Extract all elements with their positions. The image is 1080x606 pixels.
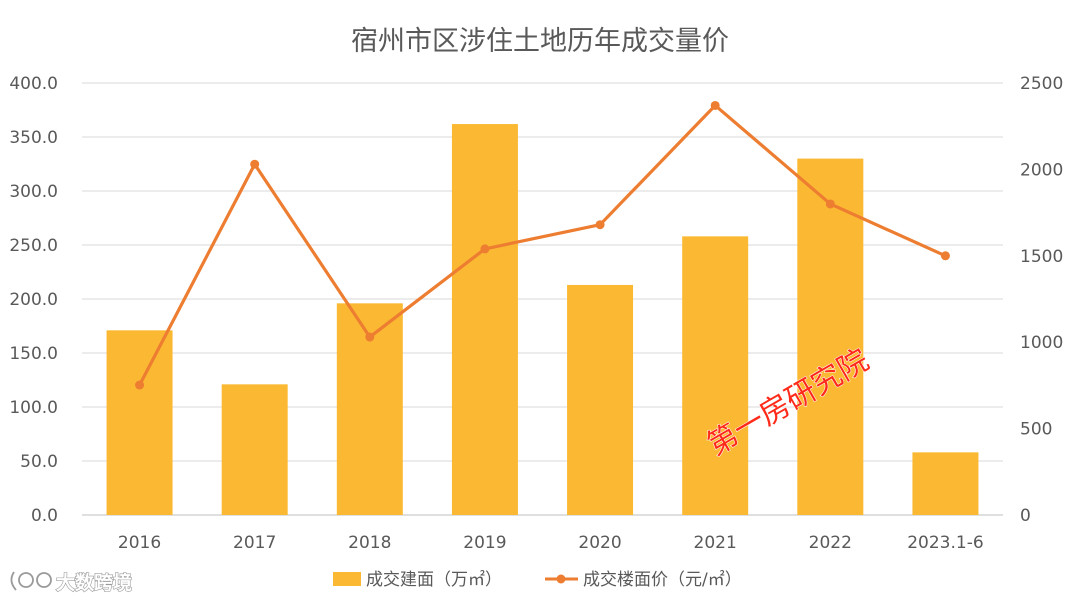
category-label: 2021 xyxy=(694,533,737,553)
line-point xyxy=(595,220,605,230)
bar xyxy=(567,284,634,515)
left-tick-label: 150.0 xyxy=(9,344,58,364)
left-tick-label: 100.0 xyxy=(9,398,58,418)
legend-line-label: 成交楼面价（元/㎡） xyxy=(583,570,742,590)
bar xyxy=(912,452,979,515)
legend: 成交建面（万㎡） 成交楼面价（元/㎡） xyxy=(333,570,742,590)
legend-bar-label: 成交建面（万㎡） xyxy=(366,570,502,590)
category-label: 2017 xyxy=(233,533,276,553)
left-tick-label: 0.0 xyxy=(31,506,58,526)
bar xyxy=(682,236,749,516)
bar xyxy=(221,384,288,515)
line-point xyxy=(250,159,260,169)
category-label: 2020 xyxy=(578,533,621,553)
line-point xyxy=(825,199,835,209)
bar-series xyxy=(106,124,979,516)
left-axis-ticks: 0.0 50.0 100.0 150.0 200.0 250.0 300.0 350.0 400… xyxy=(9,74,58,526)
line-series xyxy=(135,100,950,390)
line-point xyxy=(710,100,720,110)
bar xyxy=(797,158,864,515)
legend-bar-swatch xyxy=(333,572,361,586)
category-axis-labels: 2016 2017 2018 2019 2020 2021 2022 2023.1-6 xyxy=(118,533,984,553)
line-point xyxy=(365,332,375,342)
left-tick-label: 200.0 xyxy=(9,290,58,310)
right-tick-label: 2000 xyxy=(1020,160,1063,180)
category-label: 2019 xyxy=(463,533,506,553)
logo-icon xyxy=(10,571,52,591)
right-tick-label: 1500 xyxy=(1020,247,1063,267)
right-tick-label: 2500 xyxy=(1020,74,1063,94)
right-tick-label: 500 xyxy=(1020,420,1052,440)
legend-line-marker xyxy=(556,574,566,584)
right-tick-label: 0 xyxy=(1020,506,1031,526)
bar xyxy=(451,124,518,515)
line-point xyxy=(135,380,145,390)
chart-title: 宿州市区涉住土地历年成交量价 xyxy=(351,26,729,57)
category-label: 2016 xyxy=(118,533,161,553)
right-axis-ticks: 0 500 1000 1500 2000 2500 xyxy=(1020,74,1063,526)
line-point xyxy=(480,244,490,254)
left-tick-label: 350.0 xyxy=(9,128,58,148)
left-tick-label: 50.0 xyxy=(20,452,58,472)
left-tick-label: 400.0 xyxy=(9,74,58,94)
right-tick-label: 1000 xyxy=(1020,333,1063,353)
left-tick-label: 300.0 xyxy=(9,182,58,202)
left-tick-label: 250.0 xyxy=(9,236,58,256)
category-label: 2023.1-6 xyxy=(907,533,983,553)
category-label: 2022 xyxy=(809,533,852,553)
category-label: 2018 xyxy=(348,533,391,553)
series-line xyxy=(138,103,947,386)
logo: 大数跨境 xyxy=(10,570,133,595)
bar xyxy=(106,330,173,515)
gridlines xyxy=(82,82,1003,516)
line-point xyxy=(940,251,950,261)
logo-text: 大数跨境 xyxy=(56,571,132,594)
